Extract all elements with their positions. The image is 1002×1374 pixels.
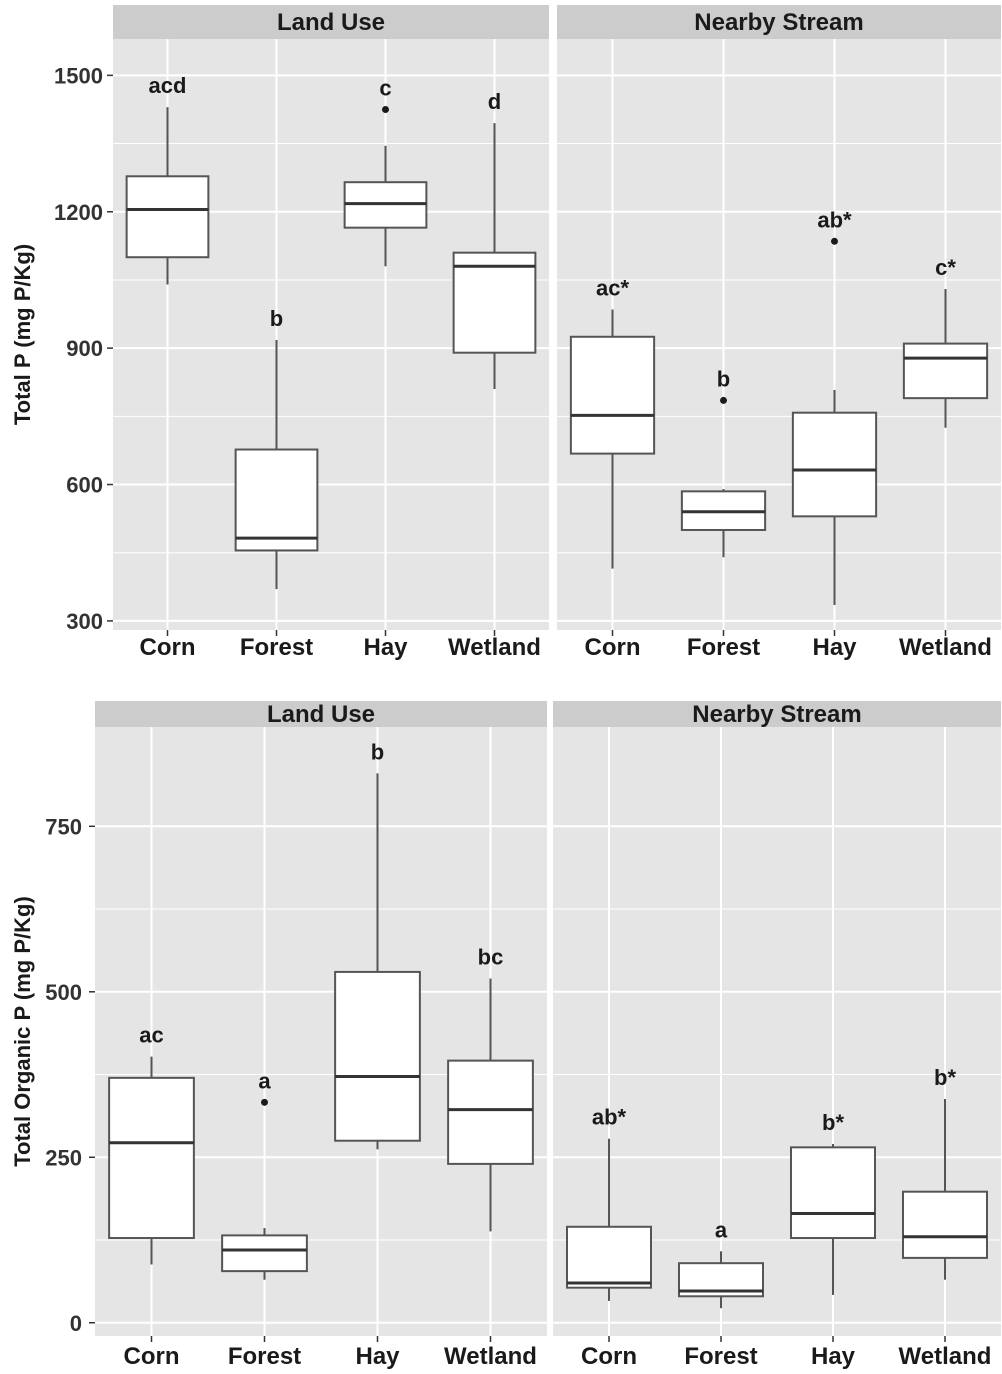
boxplot-corn: ac	[108, 1023, 195, 1265]
facet-strip	[553, 701, 1001, 727]
boxplot-wetland: b*	[902, 1065, 988, 1280]
facet-title: Land Use	[277, 9, 385, 36]
y-tick-label: 1500	[54, 63, 103, 88]
outlier-point	[720, 396, 727, 404]
x-tick-label: Hay	[811, 1343, 856, 1370]
boxplot-hay: b*	[790, 1110, 876, 1295]
box-iqr	[221, 1234, 308, 1273]
box-iqr	[452, 251, 537, 354]
significance-label: c*	[935, 255, 956, 280]
boxplot-forest: b	[680, 366, 767, 558]
x-tick-label: Corn	[585, 634, 641, 661]
significance-label: b	[270, 306, 283, 331]
significance-label: d	[488, 89, 501, 114]
significance-label: c	[379, 75, 391, 100]
outlier-point	[382, 105, 389, 113]
boxplot-wetland: bc	[447, 945, 534, 1232]
box-iqr	[902, 1190, 988, 1259]
significance-label: a	[715, 1217, 728, 1242]
y-tick-label: 300	[66, 609, 103, 634]
panel-background	[557, 39, 1001, 630]
y-tick-label: 0	[70, 1311, 82, 1336]
box-iqr	[790, 1146, 876, 1240]
box-iqr	[566, 1225, 652, 1289]
x-tick-label: Corn	[581, 1343, 637, 1370]
significance-label: b	[717, 366, 730, 391]
y-axis-title: Total Organic P (mg P/Kg)	[10, 896, 35, 1167]
x-tick-label: Hay	[363, 634, 408, 661]
boxplot-hay: ab*	[791, 207, 878, 605]
x-tick-label: Wetland	[444, 1343, 537, 1370]
significance-label: b*	[822, 1110, 844, 1135]
box-iqr	[125, 175, 210, 259]
significance-label: ab*	[817, 207, 852, 232]
boxplot-corn: ab*	[566, 1105, 652, 1301]
chart-1: Total P (mg P/Kg) 300 600 900 1200 1500 Land U…	[10, 5, 1001, 661]
x-tick-label: Forest	[684, 1343, 757, 1370]
x-tick-label: Wetland	[448, 634, 541, 661]
outlier-point	[831, 237, 838, 245]
significance-label: b	[371, 739, 384, 764]
boxplot-forest: b	[234, 306, 319, 590]
facet-title: Nearby Stream	[694, 9, 863, 36]
x-tick-label: Forest	[687, 634, 760, 661]
boxplot-corn: ac*	[569, 275, 656, 569]
x-tick-label: Wetland	[899, 634, 992, 661]
boxplot-forest: a	[221, 1068, 308, 1280]
x-tick-label: Forest	[228, 1343, 301, 1370]
y-tick-label: 1200	[54, 200, 103, 225]
y-tick-label: 250	[45, 1145, 82, 1170]
boxplot-corn: acd	[125, 73, 210, 285]
facet-land-use: Land Use ac a b bc Corn Forest Hay Wetland	[95, 701, 547, 1370]
boxplot-hay: c	[343, 75, 428, 267]
significance-label: b*	[934, 1065, 956, 1090]
y-axis-title: Total P (mg P/Kg)	[10, 244, 35, 425]
y-tick-label: 500	[45, 980, 82, 1005]
facet-nearby-stream: Nearby Stream ac* b ab* c* Corn Forest Hay Wetla…	[557, 5, 1001, 661]
box-iqr	[791, 411, 878, 518]
facet-land-use: Land Use acd b c d Corn Forest Hay Wetland	[113, 5, 549, 661]
boxplot-wetland: c*	[902, 255, 989, 428]
significance-label: a	[258, 1068, 271, 1093]
significance-label: ab*	[592, 1105, 627, 1130]
x-tick-label: Hay	[355, 1343, 400, 1370]
x-tick-label: Hay	[812, 634, 857, 661]
significance-label: bc	[478, 945, 504, 970]
boxplot-forest: a	[678, 1217, 764, 1309]
x-tick-label: Corn	[124, 1343, 180, 1370]
box-iqr	[334, 970, 421, 1142]
facet-strip	[95, 701, 547, 727]
facet-strip	[113, 5, 549, 39]
box-iqr	[447, 1059, 534, 1165]
chart-2: Total Organic P (mg P/Kg) 0 250 500 750 Land …	[10, 701, 1001, 1370]
box-iqr	[108, 1076, 195, 1240]
y-tick-label: 750	[45, 814, 82, 839]
significance-label: ac*	[596, 275, 629, 300]
facet-title: Nearby Stream	[692, 701, 861, 728]
box-iqr	[902, 342, 989, 400]
significance-label: acd	[149, 73, 187, 98]
boxplot-wetland: d	[452, 89, 537, 390]
facet-title: Land Use	[267, 701, 375, 728]
facet-strip	[557, 5, 1001, 39]
boxplot-hay: b	[334, 739, 421, 1150]
box-iqr	[569, 335, 656, 455]
y-tick-label: 600	[66, 473, 103, 498]
x-tick-label: Wetland	[899, 1343, 992, 1370]
y-tick-label: 900	[66, 336, 103, 361]
outlier-point	[261, 1098, 268, 1106]
x-tick-label: Corn	[140, 634, 196, 661]
box-iqr	[234, 448, 319, 552]
x-tick-label: Forest	[240, 634, 313, 661]
significance-label: ac	[139, 1023, 163, 1048]
